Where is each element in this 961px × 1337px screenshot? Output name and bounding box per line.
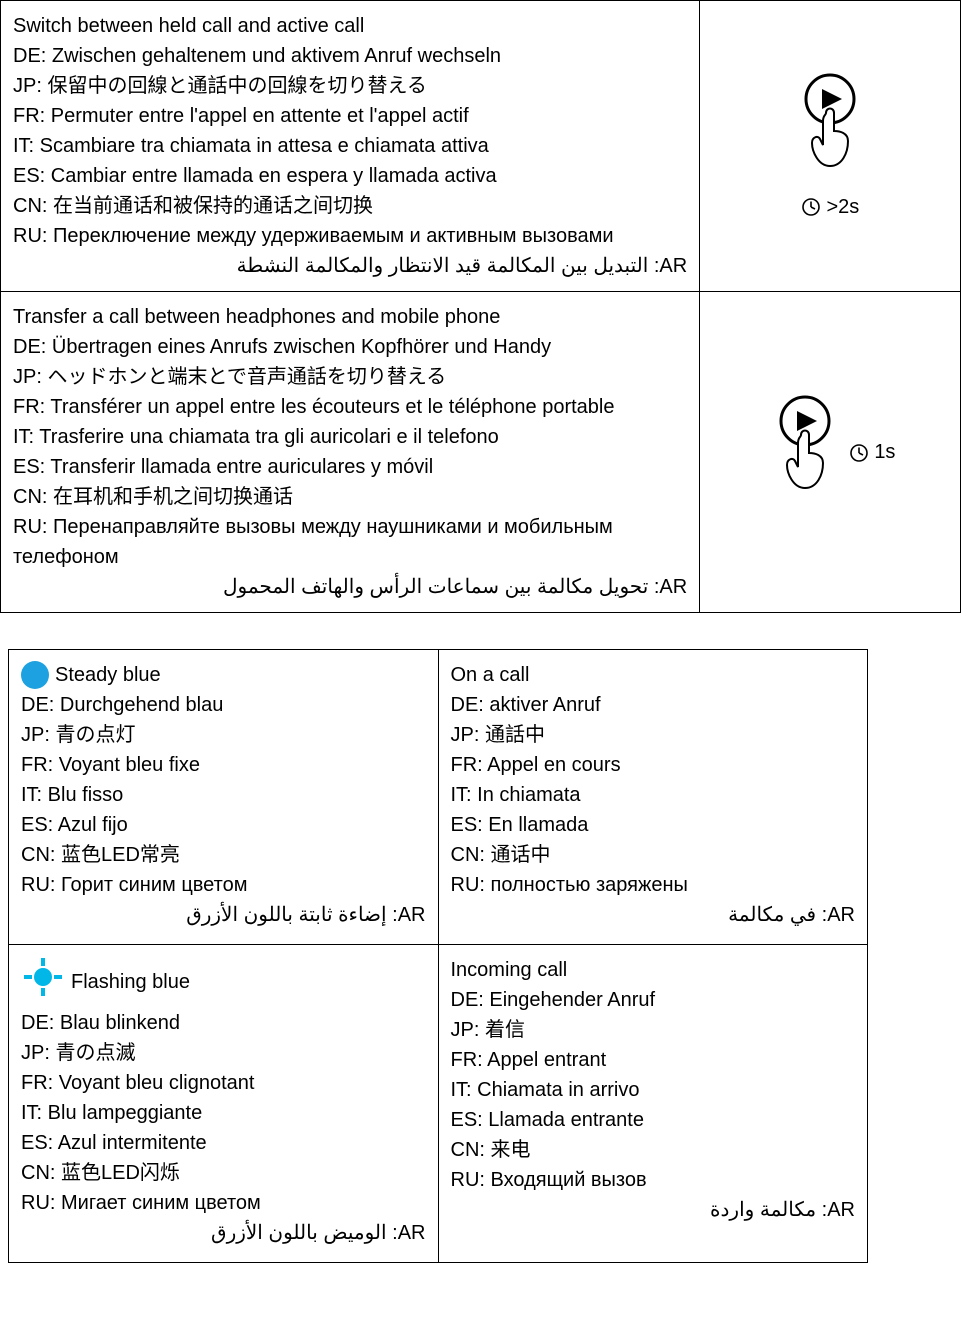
ar-text: إضاءة ثابتة باللون الأزرق — [186, 904, 386, 926]
clock-icon — [849, 441, 875, 463]
fr-line: FR: Appel entrant — [451, 1045, 856, 1075]
ar-text: التبديل بين المكالمة قيد الانتظار والمكا… — [237, 255, 649, 277]
en-line: Incoming call — [451, 955, 856, 985]
en-line: Switch between held call and active call — [13, 11, 687, 41]
ar-text: تحويل مكالمة بين سماعات الرأس والهاتف ال… — [223, 576, 648, 598]
jp-line: JP: 青の点灯 — [21, 720, 426, 750]
led-meaning-cell: Incoming call DE: Eingehender Anruf JP: … — [438, 945, 868, 1263]
led-indicator-table: Steady blue DE: Durchgehend blau JP: 青の点… — [8, 649, 868, 1263]
press-hold-icon: 1s — [706, 393, 954, 512]
ru-line: RU: Входящий вызов — [451, 1165, 856, 1195]
it-line: IT: In chiamata — [451, 780, 856, 810]
ar-line: :AR التبديل بين المكالمة قيد الانتظار وا… — [13, 251, 687, 281]
led-state-cell: Flashing blue DE: Blau blinkend JP: 青の点滅… — [9, 945, 439, 1263]
cn-line: CN: 蓝色LED闪烁 — [21, 1158, 426, 1188]
jp-line: JP: 保留中の回線と通話中の回線を切り替える — [13, 71, 687, 101]
table-row: Switch between held call and active call… — [1, 1, 961, 292]
ar-label: :AR — [392, 1222, 425, 1244]
table-row: Steady blue DE: Durchgehend blau JP: 青の点… — [9, 650, 868, 945]
led-title: Flashing blue — [71, 967, 190, 997]
cn-line: CN: 在当前通话和被保持的通话之间切换 — [13, 191, 687, 221]
ar-label: :AR — [392, 904, 425, 926]
es-line: ES: En llamada — [451, 810, 856, 840]
it-line: IT: Trasferire una chiamata tra gli auri… — [13, 422, 687, 452]
en-line: Transfer a call between headphones and m… — [13, 302, 687, 332]
fr-line: FR: Transférer un appel entre les écoute… — [13, 392, 687, 422]
fr-line: FR: Appel en cours — [451, 750, 856, 780]
instruction-icon-cell: 1s — [700, 292, 961, 613]
it-line: IT: Blu fisso — [21, 780, 426, 810]
de-line: DE: Zwischen gehaltenem und aktivem Anru… — [13, 41, 687, 71]
cn-line: CN: 通话中 — [451, 840, 856, 870]
ar-text: مكالمة واردة — [710, 1199, 816, 1221]
press-hold-icon: >2s — [706, 71, 954, 222]
hold-duration-label: 1s — [849, 437, 896, 467]
es-line: ES: Cambiar entre llamada en espera y ll… — [13, 161, 687, 191]
led-header: Steady blue — [21, 660, 426, 690]
cn-line: CN: 来电 — [451, 1135, 856, 1165]
instruction-icon-cell: >2s — [700, 1, 961, 292]
ru-line: RU: полностью заряжены — [451, 870, 856, 900]
ru-line: RU: Перенаправляйте вызовы между наушник… — [13, 512, 687, 572]
table-row: Flashing blue DE: Blau blinkend JP: 青の点滅… — [9, 945, 868, 1263]
jp-line: JP: 着信 — [451, 1015, 856, 1045]
led-title: Steady blue — [55, 660, 161, 690]
en-line: On a call — [451, 660, 856, 690]
es-line: ES: Azul fijo — [21, 810, 426, 840]
ar-line: :AR مكالمة واردة — [451, 1195, 856, 1225]
ar-line: :AR الوميض باللون الأزرق — [21, 1218, 426, 1248]
hold-duration-label: >2s — [706, 192, 954, 222]
hold-duration-text: >2s — [826, 196, 859, 218]
ar-line: :AR في مكالمة — [451, 900, 856, 930]
es-line: ES: Azul intermitente — [21, 1128, 426, 1158]
fr-line: FR: Voyant bleu fixe — [21, 750, 426, 780]
ar-line: :AR تحويل مكالمة بين سماعات الرأس والهات… — [13, 572, 687, 602]
led-header: Flashing blue — [21, 955, 426, 1008]
clock-icon — [801, 196, 827, 218]
ar-label: :AR — [822, 1199, 855, 1221]
de-line: DE: Übertragen eines Anrufs zwischen Kop… — [13, 332, 687, 362]
cn-line: CN: 在耳机和手机之间切换通话 — [13, 482, 687, 512]
jp-line: JP: 青の点滅 — [21, 1038, 426, 1068]
instruction-text-cell: Switch between held call and active call… — [1, 1, 700, 292]
jp-line: JP: 通話中 — [451, 720, 856, 750]
fr-line: FR: Voyant bleu clignotant — [21, 1068, 426, 1098]
ru-line: RU: Переключение между удерживаемым и ак… — [13, 221, 687, 251]
steady-blue-icon — [21, 661, 49, 689]
fr-line: FR: Permuter entre l'appel en attente et… — [13, 101, 687, 131]
de-line: DE: Eingehender Anruf — [451, 985, 856, 1015]
led-meaning-cell: On a call DE: aktiver Anruf JP: 通話中 FR: … — [438, 650, 868, 945]
ar-label: :AR — [822, 904, 855, 926]
flashing-blue-icon — [21, 955, 65, 1008]
de-line: DE: Durchgehend blau — [21, 690, 426, 720]
ar-text: في مكالمة — [728, 904, 816, 926]
ru-line: RU: Горит синим цветом — [21, 870, 426, 900]
cn-line: CN: 蓝色LED常亮 — [21, 840, 426, 870]
tap-button-icon — [765, 393, 845, 512]
it-line: IT: Chiamata in arrivo — [451, 1075, 856, 1105]
de-line: DE: aktiver Anruf — [451, 690, 856, 720]
ru-line: RU: Мигает синим цветом — [21, 1188, 426, 1218]
it-line: IT: Blu lampeggiante — [21, 1098, 426, 1128]
es-line: ES: Llamada entrante — [451, 1105, 856, 1135]
it-line: IT: Scambiare tra chiamata in attesa e c… — [13, 131, 687, 161]
de-line: DE: Blau blinkend — [21, 1008, 426, 1038]
ar-line: :AR إضاءة ثابتة باللون الأزرق — [21, 900, 426, 930]
es-line: ES: Transferir llamada entre auriculares… — [13, 452, 687, 482]
table-row: Transfer a call between headphones and m… — [1, 292, 961, 613]
hold-duration-text: 1s — [874, 441, 895, 463]
tap-button-icon — [790, 71, 870, 190]
top-instruction-table: Switch between held call and active call… — [0, 0, 961, 613]
jp-line: JP: ヘッドホンと端末とで音声通話を切り替える — [13, 362, 687, 392]
instruction-text-cell: Transfer a call between headphones and m… — [1, 292, 700, 613]
ar-label: :AR — [654, 255, 687, 277]
ar-text: الوميض باللون الأزرق — [211, 1222, 387, 1244]
led-state-cell: Steady blue DE: Durchgehend blau JP: 青の点… — [9, 650, 439, 945]
ar-label: :AR — [654, 576, 687, 598]
